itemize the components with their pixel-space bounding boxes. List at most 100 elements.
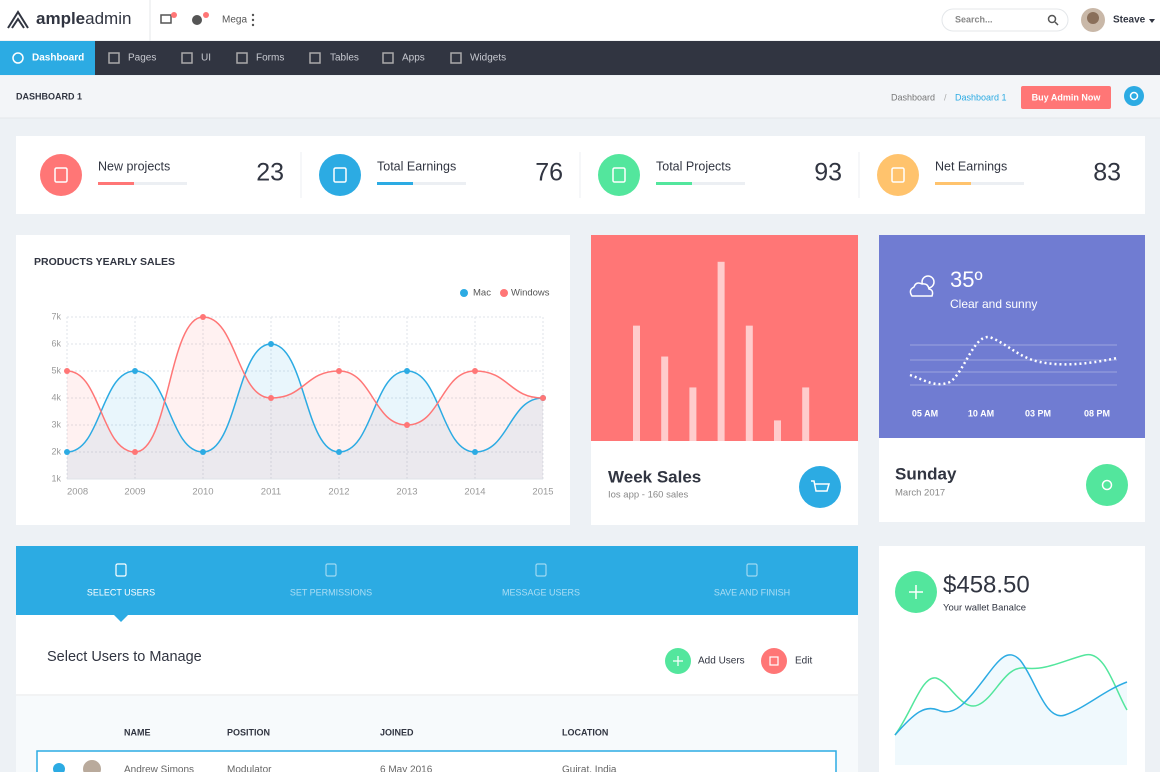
wizard-step-icon bbox=[325, 563, 337, 577]
search-icon-handle bbox=[1054, 21, 1059, 26]
legend-marker bbox=[460, 289, 468, 297]
table-header: JOINED bbox=[380, 727, 414, 737]
menu-item[interactable]: Widgets bbox=[470, 53, 506, 64]
data-point bbox=[200, 449, 206, 455]
wizard-step[interactable]: SAVE AND FINISH bbox=[714, 587, 790, 597]
table-cell: Gujrat, India bbox=[562, 765, 617, 772]
data-point bbox=[64, 368, 70, 374]
stat-value: 23 bbox=[256, 159, 284, 187]
wallet-line-green bbox=[894, 654, 1128, 736]
wizard-step[interactable]: SELECT USERS bbox=[87, 587, 155, 597]
wizard-heading: Select Users to Manage bbox=[47, 649, 202, 665]
data-point bbox=[268, 341, 274, 347]
bar bbox=[717, 261, 725, 441]
table-cell: Modulator bbox=[227, 765, 272, 772]
sales-chart-plot: 1k 2k 3k 4k 5k 6k 7k 2008 2009 2010 2011 2012 2013 20… bbox=[51, 311, 553, 497]
weather-time: 10 AM bbox=[968, 408, 994, 418]
settings-button[interactable] bbox=[1124, 86, 1144, 106]
wallet-line-blue bbox=[894, 654, 1128, 736]
mail-icon[interactable] bbox=[160, 14, 172, 24]
bar bbox=[774, 420, 781, 441]
stat-progress bbox=[377, 182, 413, 185]
menu-icon bbox=[12, 52, 24, 64]
menu-item[interactable]: Apps bbox=[402, 53, 425, 64]
wallet-label: Your wallet Banalce bbox=[943, 603, 1026, 614]
brand-light: admin bbox=[85, 9, 131, 28]
buy-button[interactable] bbox=[1021, 86, 1111, 109]
bar bbox=[802, 387, 810, 441]
x-tick-label: 2015 bbox=[532, 487, 553, 498]
week-sales-icon bbox=[799, 466, 841, 508]
mail-dot bbox=[171, 12, 177, 18]
x-tick-label: 2012 bbox=[328, 487, 349, 498]
stat-value: 93 bbox=[814, 159, 842, 187]
weather-condition: Clear and sunny bbox=[950, 297, 1037, 311]
table-cell: Andrew Simons bbox=[124, 765, 194, 772]
mega-menu[interactable]: Mega bbox=[222, 15, 247, 26]
x-tick-label: 2008 bbox=[67, 487, 88, 498]
search-placeholder: Search... bbox=[955, 14, 993, 24]
stat-progress bbox=[935, 182, 971, 185]
page-title: DASHBOARD 1 bbox=[16, 91, 82, 101]
stat-value: 83 bbox=[1093, 159, 1121, 187]
table-row[interactable] bbox=[36, 750, 837, 772]
menu-item[interactable]: Pages bbox=[128, 53, 156, 64]
data-point bbox=[132, 449, 138, 455]
data-point bbox=[472, 449, 478, 455]
settings-icon bbox=[1129, 91, 1139, 101]
nav-active[interactable] bbox=[0, 41, 95, 75]
stat-icon-glyph bbox=[333, 167, 347, 183]
cart-glyph bbox=[811, 480, 830, 492]
breadcrumb[interactable]: Dashboard bbox=[891, 92, 935, 102]
stat-icon bbox=[40, 154, 82, 196]
menu-item[interactable]: UI bbox=[201, 53, 211, 64]
bar bbox=[689, 387, 697, 441]
row-check bbox=[53, 763, 65, 772]
data-point bbox=[472, 368, 478, 374]
y-tick-label: 5k bbox=[51, 365, 61, 375]
search-icon bbox=[1047, 14, 1057, 24]
bar bbox=[633, 325, 640, 441]
logo-icon bbox=[7, 10, 29, 29]
week-sales-subtitle: Ios app - 160 sales bbox=[608, 490, 689, 501]
wizard-step[interactable]: MESSAGE USERS bbox=[502, 587, 580, 597]
table-header: NAME bbox=[124, 727, 151, 737]
series-line bbox=[66, 316, 544, 453]
wallet-amount: $458.50 bbox=[943, 571, 1030, 598]
edit-button[interactable] bbox=[761, 648, 787, 674]
menu-item[interactable]: Dashboard bbox=[32, 53, 84, 64]
weather-top bbox=[879, 235, 1145, 438]
menu-icon bbox=[181, 52, 193, 64]
search-box[interactable] bbox=[941, 8, 1069, 32]
y-tick-label: 7k bbox=[51, 311, 61, 321]
y-tick-label: 2k bbox=[51, 446, 61, 456]
menu-icon bbox=[236, 52, 248, 64]
stat-icon bbox=[598, 154, 640, 196]
x-tick-label: 2013 bbox=[396, 487, 417, 498]
buy-button-label[interactable]: Buy Admin Now bbox=[1032, 92, 1102, 102]
series-area bbox=[67, 344, 543, 479]
stat-icon bbox=[877, 154, 919, 196]
bar bbox=[661, 356, 669, 441]
weather-day-icon bbox=[1086, 464, 1128, 506]
data-point bbox=[404, 422, 410, 428]
weather-cloud bbox=[909, 282, 934, 297]
user-name[interactable]: Steave bbox=[1113, 15, 1146, 26]
wizard-step[interactable]: SET PERMISSIONS bbox=[290, 587, 372, 597]
y-tick-label: 1k bbox=[51, 473, 61, 483]
weather-time: 08 PM bbox=[1084, 408, 1110, 418]
x-tick-label: 2009 bbox=[124, 487, 145, 498]
stat-icon-glyph bbox=[891, 167, 905, 183]
legend-label: Windows bbox=[511, 288, 550, 299]
weather-time: 05 AM bbox=[912, 408, 938, 418]
data-point bbox=[268, 395, 274, 401]
check-icon[interactable] bbox=[192, 15, 202, 25]
sales-chart-title: PRODUCTS YEARLY SALES bbox=[34, 256, 175, 268]
add-users-label[interactable]: Add Users bbox=[698, 656, 745, 667]
y-tick-label: 6k bbox=[51, 338, 61, 348]
wallet-plus bbox=[909, 585, 923, 599]
menu-item[interactable]: Forms bbox=[256, 53, 284, 64]
stat-progress bbox=[98, 182, 134, 185]
menu-item[interactable]: Tables bbox=[330, 53, 359, 64]
edit-label[interactable]: Edit bbox=[795, 656, 812, 667]
